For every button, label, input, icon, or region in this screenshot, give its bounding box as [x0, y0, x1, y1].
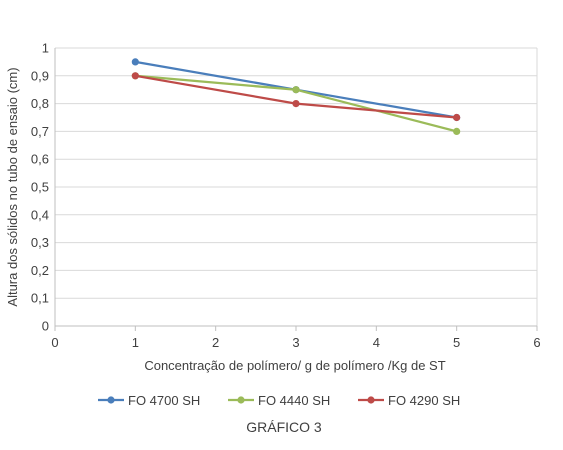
- y-tick-label: 0,7: [31, 124, 49, 139]
- x-tick-label: 4: [373, 335, 380, 350]
- data-point: [453, 113, 461, 122]
- series: [131, 58, 461, 135]
- data-point: [292, 100, 300, 108]
- legend-item: FO 4700 SH: [98, 393, 200, 408]
- legend-label: FO 4290 SH: [388, 393, 460, 408]
- data-point: [131, 58, 139, 66]
- legend: FO 4700 SH FO 4440 SH FO 4290 SH: [98, 393, 460, 408]
- data-point: [131, 72, 139, 80]
- x-tick-label: 6: [533, 335, 540, 350]
- x-tick-label: 5: [453, 335, 460, 350]
- legend-marker: [107, 396, 115, 404]
- legend-label: FO 4440 SH: [258, 393, 330, 408]
- axes: [54, 48, 538, 331]
- y-tick-label: 1: [42, 41, 49, 56]
- y-tick-label: 0: [42, 319, 49, 334]
- gridlines: [55, 47, 537, 299]
- x-tick-label: 0: [51, 335, 58, 350]
- legend-item: FO 4290 SH: [358, 393, 460, 408]
- legend-label: FO 4700 SH: [128, 393, 200, 408]
- x-tick-label: 3: [292, 335, 299, 350]
- figure-caption: GRÁFICO 3: [246, 419, 322, 435]
- legend-marker: [367, 396, 375, 404]
- y-tick-labels: 0 0,1 0,2 0,3 0,4 0,5 0,6 0,7 0,8 0,9 1: [31, 41, 49, 334]
- data-point: [292, 86, 300, 94]
- series-2: [131, 72, 461, 122]
- x-tick-label: 1: [132, 335, 139, 350]
- data-point: [453, 127, 461, 135]
- y-tick-label: 0,3: [31, 235, 49, 250]
- y-tick-label: 0,9: [31, 68, 49, 83]
- x-tick-label: 2: [212, 335, 219, 350]
- x-axis-title: Concentração de polímero/ g de polímero …: [144, 358, 445, 373]
- y-tick-label: 0,5: [31, 180, 49, 195]
- x-tick-labels: 0 1 2 3 4 5 6: [51, 335, 540, 350]
- legend-marker: [237, 396, 245, 404]
- y-tick-label: 0,2: [31, 263, 49, 278]
- y-tick-label: 0,6: [31, 152, 49, 167]
- y-tick-label: 0,8: [31, 96, 49, 111]
- legend-item: FO 4440 SH: [228, 393, 330, 408]
- y-axis-title: Altura dos sólidos no tubo de ensaio (cm…: [5, 67, 20, 306]
- y-tick-label: 0,1: [31, 291, 49, 306]
- y-tick-label: 0,4: [31, 207, 49, 222]
